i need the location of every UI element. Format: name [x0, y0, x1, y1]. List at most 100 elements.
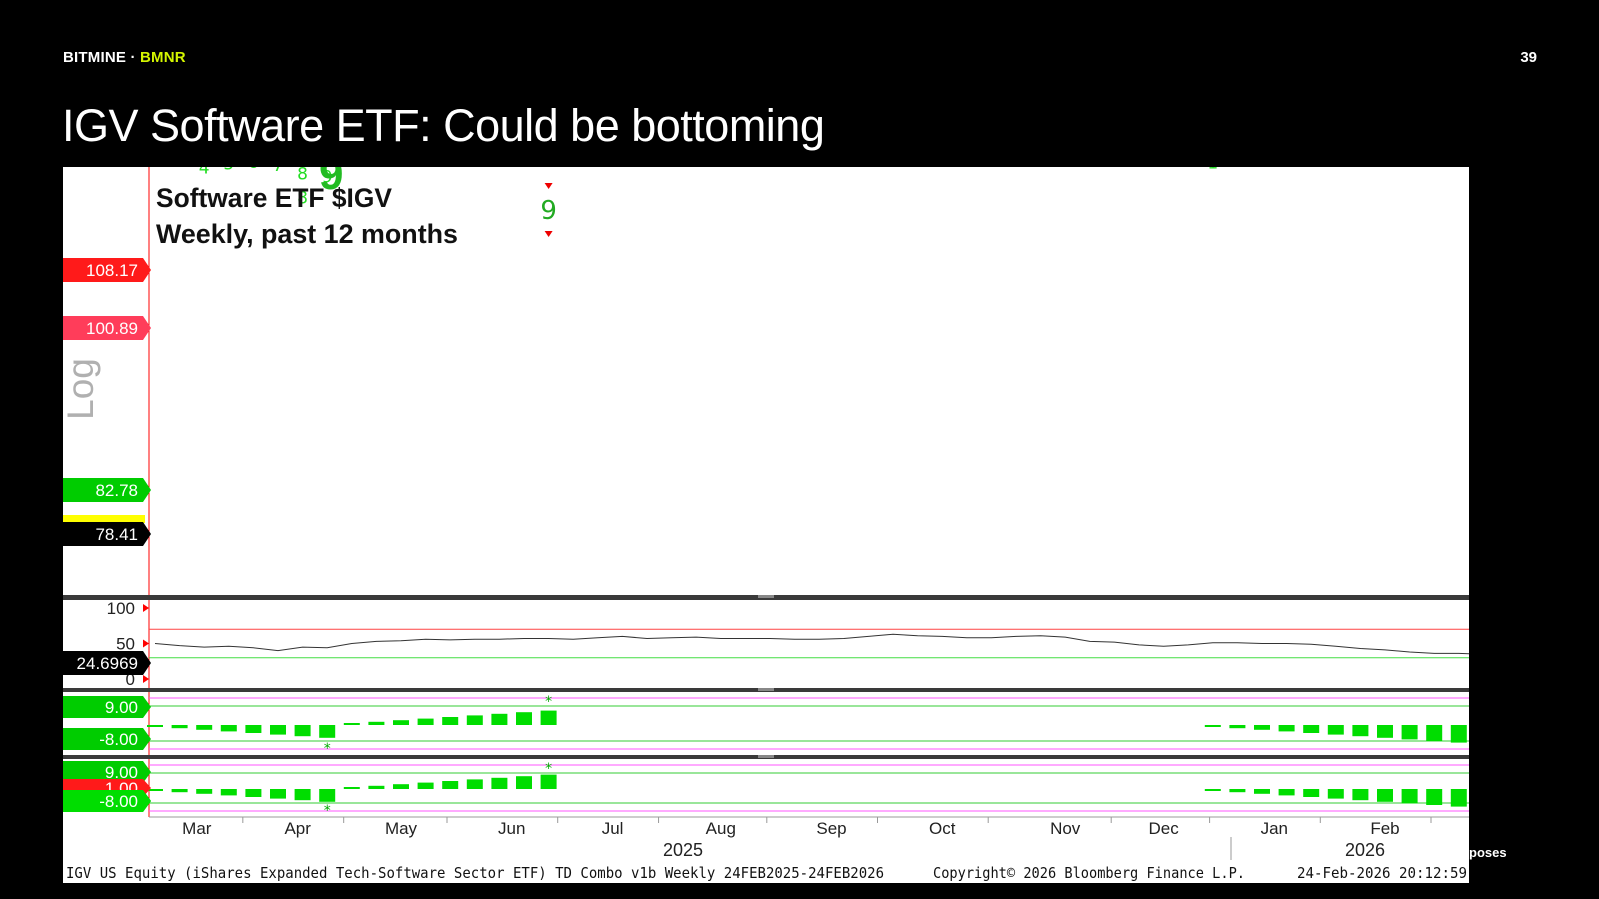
setup-count-label: 4: [199, 167, 210, 179]
slide-title: IGV Software ETF: Could be bottoming: [62, 100, 825, 151]
indicator-block: [245, 789, 262, 797]
indicator-block: [1426, 789, 1443, 805]
time-axis: Mar Apr May Jun Jul Aug Sep Oct Nov Dec Jan Feb 2025…: [149, 816, 1469, 860]
indicator-block: [466, 715, 483, 725]
setup-count-label: 6: [248, 167, 259, 173]
indicator-block: [245, 725, 262, 733]
setup-count-label: 5: [223, 167, 234, 174]
indicator-panel-2: ***9.001.00-8.001.00-8.00: [63, 167, 1469, 819]
indicator-tag-value: -8.00: [99, 730, 138, 749]
month-label: Mar: [182, 819, 212, 838]
indicator-tag: 9.00: [63, 696, 151, 718]
month-label: Aug: [706, 819, 736, 838]
price-tag: 108.17: [63, 258, 151, 282]
indicator-block: [294, 789, 311, 801]
month-label: Oct: [929, 819, 956, 838]
chart-footer: IGV US Equity (iShares Expanded Tech-Sof…: [66, 864, 1467, 882]
footer-security-description: IGV US Equity (iShares Expanded Tech-Sof…: [66, 864, 884, 882]
indicator-block: [147, 789, 163, 791]
price-tag: 78.41: [63, 515, 151, 546]
year-label: 2026: [1345, 840, 1385, 860]
indicator-block: [1204, 789, 1221, 791]
month-label: Nov: [1050, 819, 1081, 838]
sell-nine-top: 9: [540, 196, 557, 226]
indicator-block: [442, 717, 459, 725]
panel-divider-handle: [758, 755, 774, 758]
indicator-tag-value: 9.00: [105, 698, 138, 717]
indicator-block: [220, 725, 237, 732]
rsi-tick-label: 0: [126, 670, 135, 689]
indicator-block: [270, 789, 286, 799]
indicator-block: [1377, 725, 1393, 738]
indicator-block: [343, 787, 360, 789]
chart-title-line2: Weekly, past 12 months: [156, 219, 458, 249]
setup-count-label: 1: [1207, 167, 1218, 173]
indicator-block: [1278, 789, 1295, 796]
month-label: Jul: [602, 819, 624, 838]
indicator-tag-shape: [63, 728, 151, 750]
rsi-tick-label: 100: [107, 599, 135, 618]
indicator-block: [1352, 789, 1369, 801]
indicator-block: [540, 710, 557, 725]
indicator-block: [1426, 725, 1443, 741]
indicator-tag: 9.00: [63, 761, 151, 783]
indicator-block: [516, 776, 532, 789]
sell-arrow: [544, 231, 553, 237]
price-tag-shape: [63, 316, 151, 340]
indicator-block: [393, 720, 409, 725]
price-tag-value: 78.41: [95, 525, 138, 544]
indicator-panel-1: ***9.00-8.00: [63, 692, 1469, 757]
setup-count-label: 3: [174, 167, 185, 170]
cropped-side-text: poses: [1469, 845, 1507, 860]
brand-label: BITMINE · BMNR: [63, 49, 186, 66]
price-tag-value: 100.89: [86, 319, 138, 338]
indicator-block: [343, 723, 360, 725]
indicator-block: [294, 725, 311, 737]
price-tag-value: 108.17: [86, 261, 138, 280]
indicator-block: [1254, 789, 1270, 794]
chart-background: [63, 167, 1469, 883]
indicator-star: *: [324, 803, 331, 819]
rsi-tick-arrow: [143, 675, 149, 683]
year-label: 2025: [663, 840, 703, 860]
indicator-star: *: [545, 694, 552, 710]
rsi-tick-label: 50: [116, 635, 135, 654]
indicator-block: [270, 725, 286, 735]
indicator-block: [1377, 789, 1393, 802]
indicator-tag: -8.00: [99, 167, 138, 171]
log-scale-label: Log: [63, 358, 101, 420]
month-label: Sep: [816, 819, 846, 838]
indicator-tag: -8.00: [63, 790, 151, 812]
rsi-line: [154, 633, 1469, 655]
indicator-block: [368, 785, 385, 789]
month-label: Apr: [284, 819, 311, 838]
indicator-block: [1254, 725, 1270, 730]
month-label: Jan: [1261, 819, 1288, 838]
indicator-block: [1327, 725, 1344, 735]
indicator-block: [1303, 789, 1320, 797]
big-nine-april: 9: [319, 167, 343, 199]
indicator-block: [417, 782, 434, 789]
price-tag: 100.89: [63, 316, 151, 340]
indicator-block: [1352, 725, 1369, 737]
rsi-tag-value: 24.6969: [77, 654, 138, 673]
indicator-block: [1401, 789, 1418, 804]
price-tag-value: 82.78: [95, 481, 138, 500]
indicator-tag: -8.00: [63, 728, 151, 750]
setup-count-label: 8: [297, 167, 308, 185]
indicator-block: [147, 725, 163, 727]
indicator-block: [196, 789, 213, 794]
month-label: Jun: [498, 819, 525, 838]
indicator-block: [466, 779, 483, 789]
indicator-star: *: [324, 741, 331, 757]
indicator-tag-shape: [63, 790, 151, 812]
indicator-block: [417, 718, 434, 725]
setup-count-label: 9: [322, 168, 333, 188]
indicator-block: [1303, 725, 1320, 733]
indicator-block: [220, 789, 237, 796]
rsi-panel: 100 50 024.6969: [63, 599, 1469, 689]
indicator-block: [442, 781, 459, 789]
month-label: Dec: [1148, 819, 1179, 838]
footer-timestamp: 24-Feb-2026 20:12:59: [1297, 864, 1467, 882]
footer-copyright: Copyright© 2026 Bloomberg Finance L.P.: [933, 864, 1245, 882]
